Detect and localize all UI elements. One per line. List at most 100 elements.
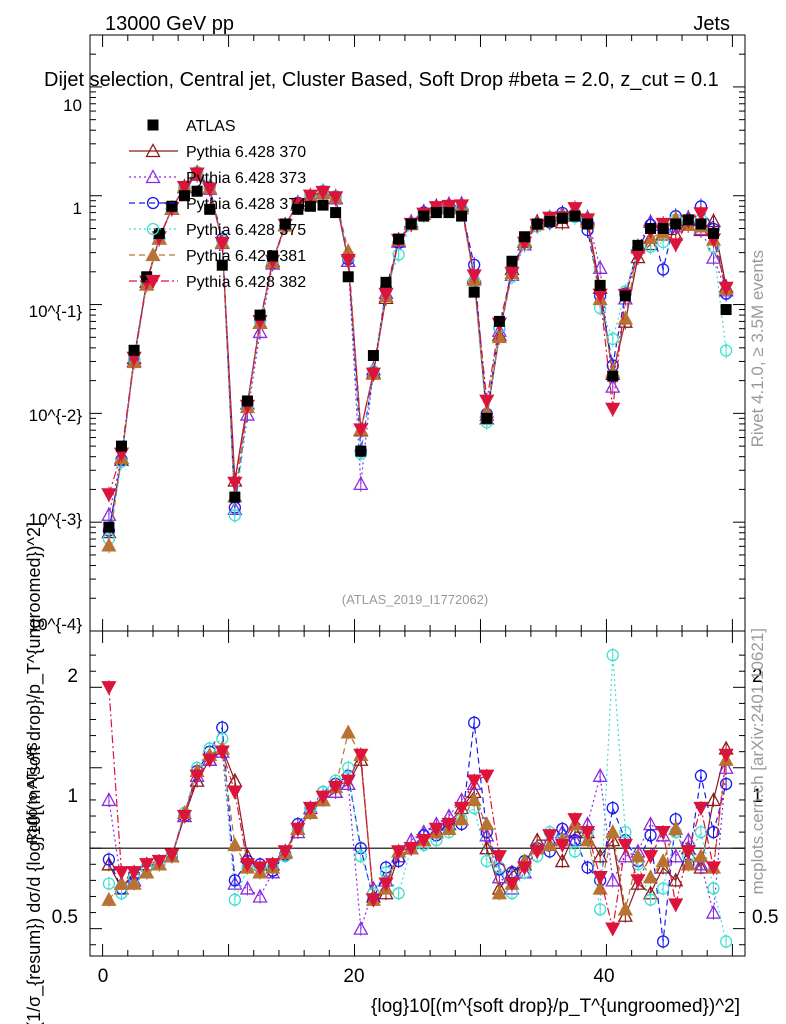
point-ratio-382 (617, 838, 633, 853)
point-ratio-381 (227, 837, 243, 852)
legend-label-atlas: ATLAS (186, 118, 236, 135)
point-ratio-382 (605, 922, 621, 937)
point-ratio-382 (353, 748, 369, 763)
x-axis-ticks (102, 35, 733, 956)
point-ratio-373 (479, 827, 495, 842)
point-main-atlas (682, 214, 694, 226)
point-ratio-373 (466, 775, 482, 790)
main-ytick-label-10: 10 (63, 96, 82, 115)
point-main-atlas (594, 279, 606, 291)
legend: ATLAS Pythia 6.428 370 Pythia 6.428 373 … (129, 118, 306, 291)
point-ratio-373 (252, 888, 268, 903)
point-main-atlas (582, 218, 594, 230)
ratio-ytick-label-1-left: 1 (67, 786, 78, 807)
point-main-atlas (128, 344, 140, 356)
point-ratio-381 (453, 811, 470, 826)
point-main-atlas (292, 203, 304, 215)
point-main-382 (504, 266, 520, 281)
point-ratio-382 (554, 838, 570, 853)
point-ratio-381 (466, 792, 482, 807)
point-ratio-382 (441, 817, 457, 832)
point-main-atlas (430, 207, 442, 219)
point-main-atlas (393, 233, 405, 245)
point-ratio-375 (619, 825, 632, 839)
point-ratio-382 (151, 854, 167, 869)
point-ratio-382 (176, 809, 193, 824)
point-ratio-375 (656, 882, 670, 895)
point-ratio-374 (102, 853, 116, 866)
legend-marker-381 (145, 247, 161, 262)
legend-label-375: Pythia 6.428 375 (186, 222, 306, 239)
legend-marker-382 (145, 274, 161, 289)
point-ratio-381 (642, 869, 659, 884)
xtick-label-40: 40 (593, 966, 614, 987)
point-ratio-382 (252, 861, 268, 876)
main-axis-ticks (90, 34, 745, 632)
point-ratio-370 (554, 853, 570, 868)
point-ratio-374 (581, 861, 594, 874)
point-ratio-382 (214, 745, 230, 760)
point-main-atlas (166, 200, 178, 212)
point-ratio-373 (101, 792, 117, 807)
point-main-atlas (443, 207, 455, 219)
point-main-atlas (607, 370, 619, 382)
point-ratio-382 (265, 858, 281, 873)
point-main-atlas (279, 218, 291, 230)
point-ratio-382 (113, 866, 130, 881)
legend-marker-370 (145, 143, 161, 158)
point-main-atlas (657, 222, 669, 234)
point-main-382 (630, 249, 646, 264)
point-ratio-373 (718, 759, 734, 774)
point-ratio-382 (655, 825, 671, 840)
point-ratio-381 (668, 821, 684, 836)
point-ratio-373 (655, 827, 671, 842)
ratio-panel-frame (89, 630, 746, 957)
point-ratio-374 (719, 777, 733, 790)
ratio-ytick-label-2-right: 2 (752, 666, 763, 687)
point-ratio-375 (644, 893, 657, 906)
rivet-label: Rivet 4.1.0, ≥ 3.5M events (748, 250, 767, 447)
point-main-atlas (254, 309, 266, 321)
point-main-atlas (645, 222, 657, 234)
point-main-atlas (519, 231, 531, 243)
ratio-axis-ticks (90, 654, 745, 946)
point-main-382 (340, 254, 356, 269)
point-main-atlas (670, 218, 682, 230)
legend-marker-373 (145, 169, 161, 184)
point-ratio-373 (340, 775, 356, 790)
point-main-atlas (544, 215, 556, 227)
point-main-atlas (178, 190, 190, 202)
point-main-atlas (619, 290, 631, 302)
point-ratio-375 (228, 893, 242, 906)
point-main-375 (719, 344, 733, 357)
point-ratio-370 (705, 792, 722, 807)
point-ratio-370 (668, 872, 684, 887)
point-ratio-373 (705, 904, 722, 919)
point-main-atlas (241, 395, 253, 407)
point-main-381 (101, 537, 117, 552)
point-main-382 (718, 281, 734, 296)
series-line-ratio-373 (108, 750, 727, 929)
point-main-382 (302, 189, 319, 204)
point-ratio-373 (592, 767, 608, 782)
series-line-ratio-375 (108, 655, 727, 942)
point-ratio-382 (403, 842, 419, 857)
series-line-ratio-381 (108, 730, 727, 910)
point-main-atlas (695, 218, 707, 230)
main-ytick-label-1e-1: 10^{-1} (29, 302, 83, 321)
point-main-atlas (153, 227, 165, 239)
point-ratio-382 (340, 774, 356, 789)
point-ratio-382 (567, 813, 583, 828)
point-ratio-382 (101, 681, 117, 696)
point-ratio-375 (392, 887, 405, 900)
mcplots-label: mcplots.cern.ch [arXiv:2401.10621] (748, 628, 767, 894)
point-main-atlas (115, 440, 127, 452)
point-ratio-382 (126, 866, 142, 881)
point-ratio-382 (668, 898, 684, 913)
point-main-375 (228, 509, 242, 522)
point-ratio-375 (568, 845, 582, 858)
point-main-382 (479, 394, 495, 409)
point-main-382 (365, 367, 382, 382)
point-main-atlas (330, 207, 342, 219)
point-main-382 (605, 402, 621, 417)
